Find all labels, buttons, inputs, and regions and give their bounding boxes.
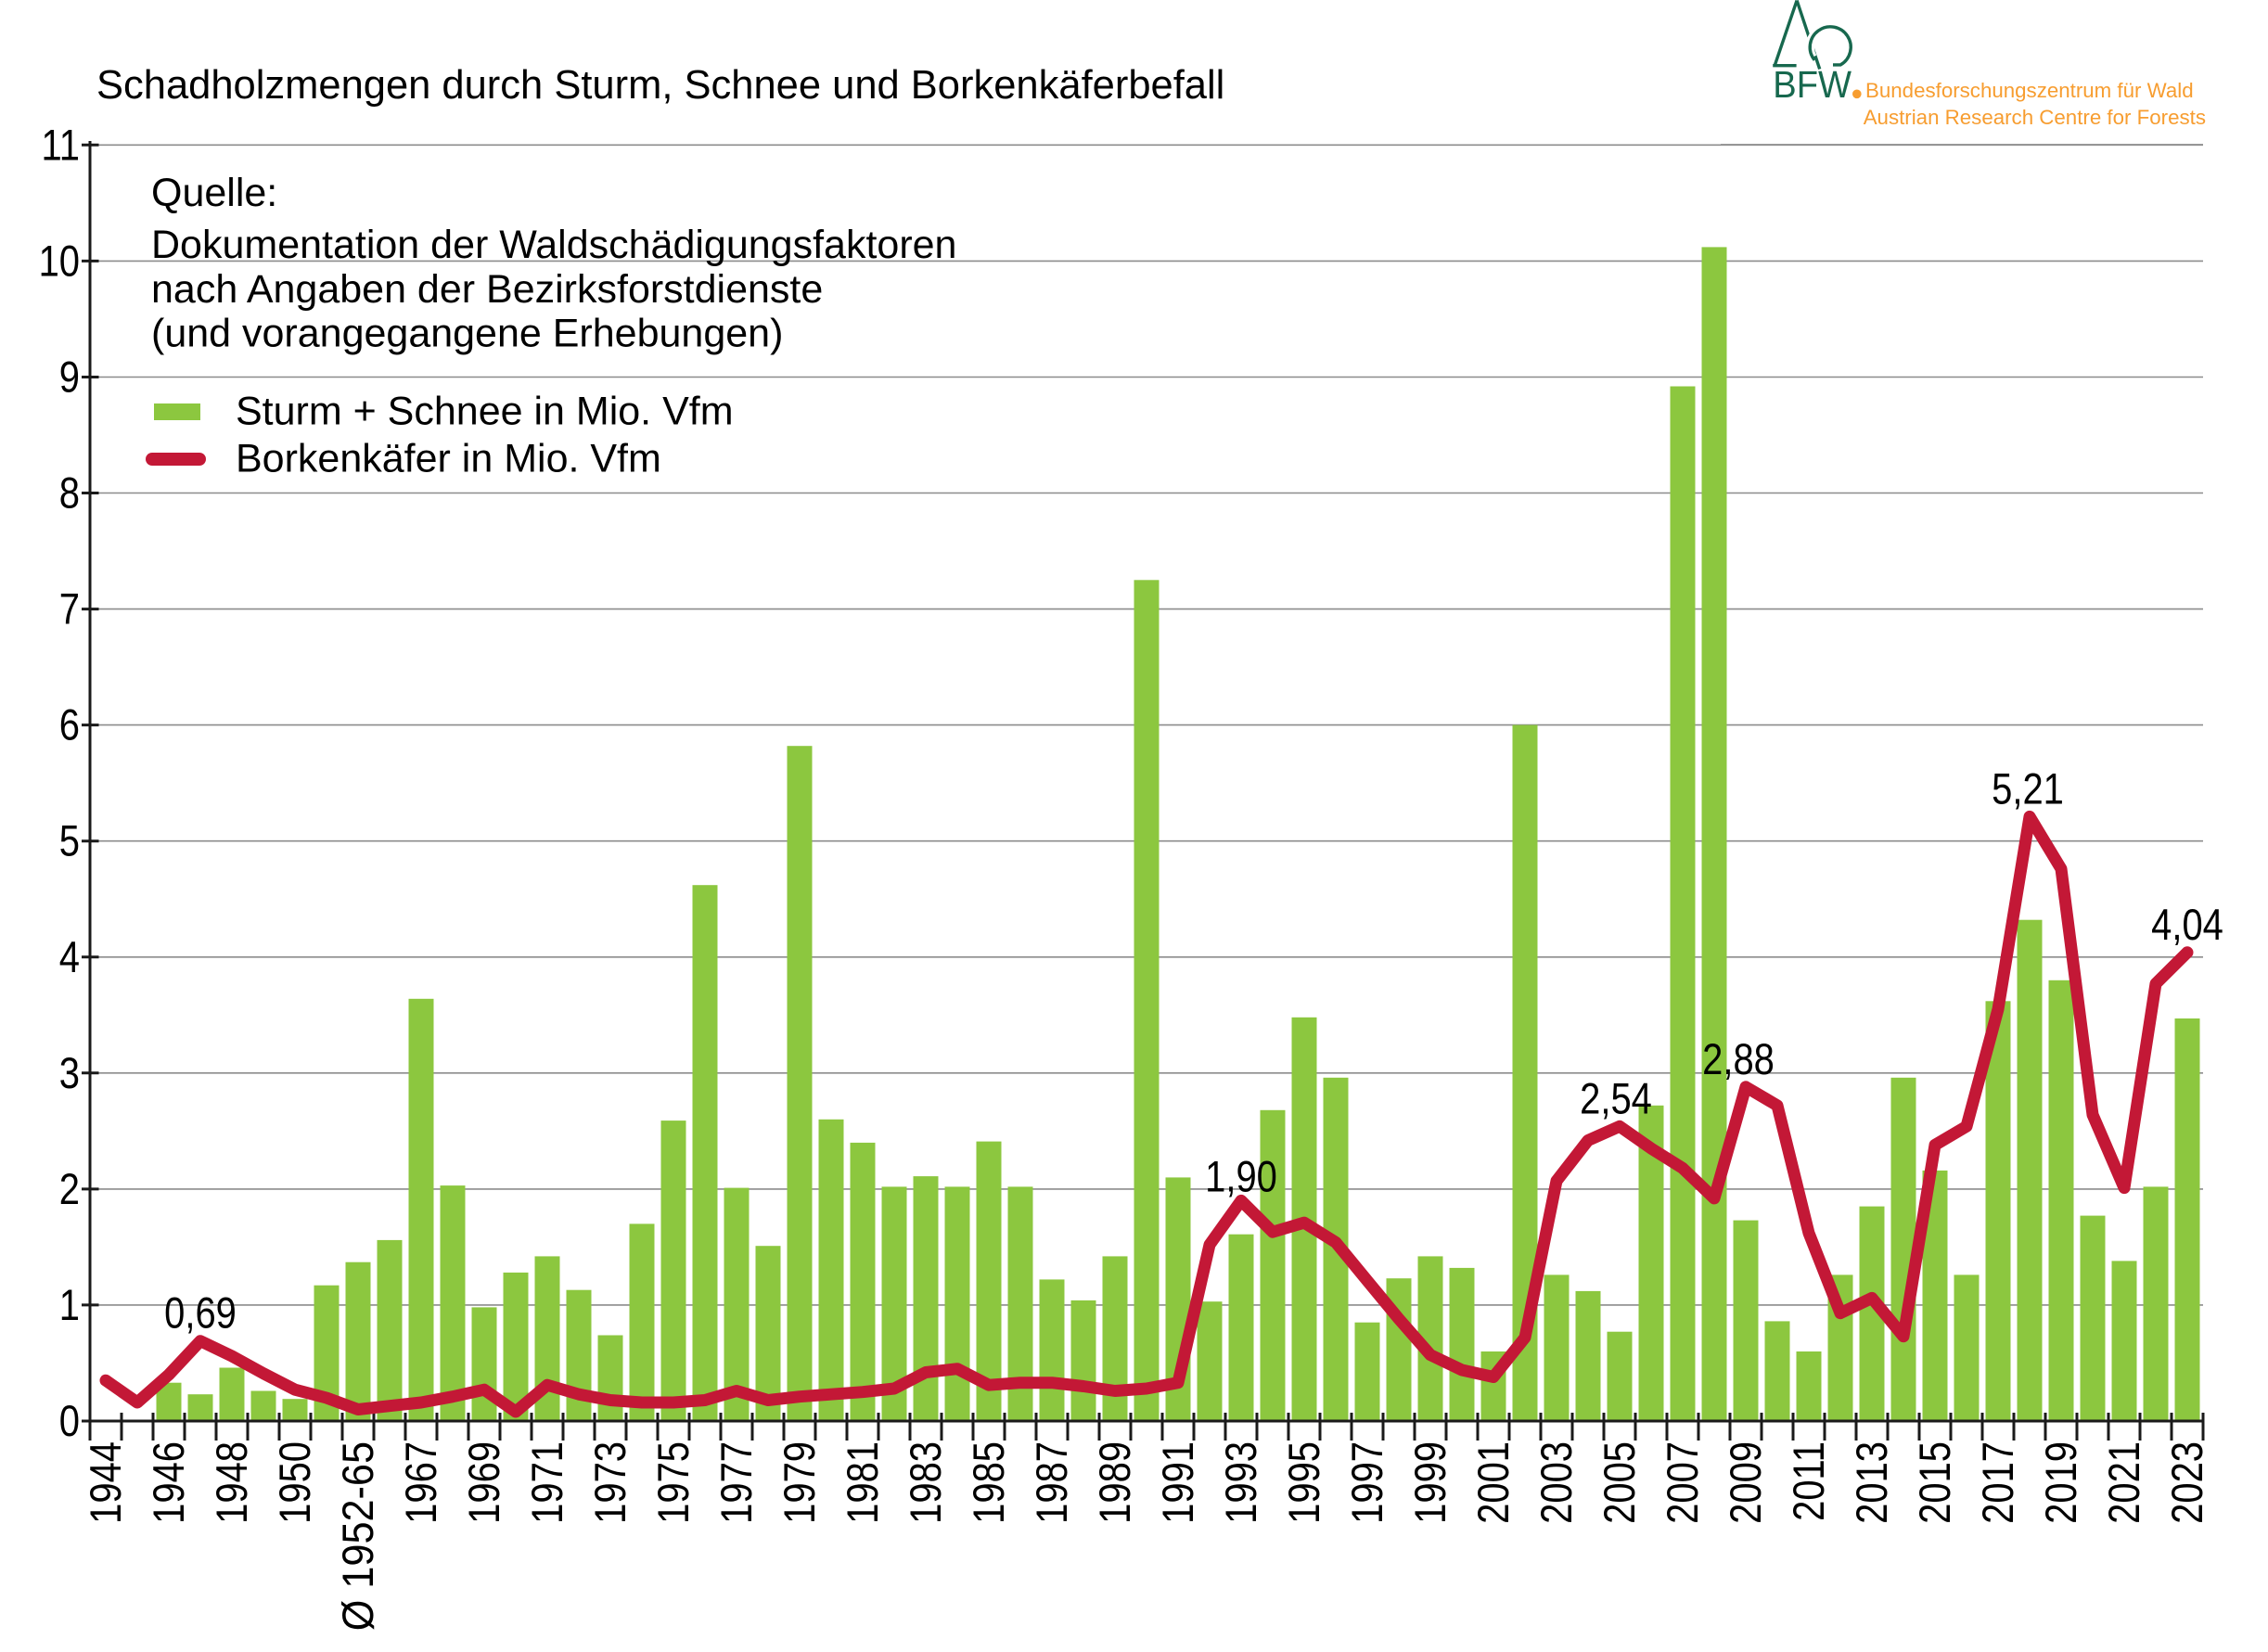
svg-text:5: 5 bbox=[59, 818, 80, 866]
svg-text:1: 1 bbox=[59, 1282, 80, 1330]
svg-text:Sturm + Schnee in Mio. Vfm: Sturm + Schnee in Mio. Vfm bbox=[236, 390, 734, 434]
svg-text:nach Angaben der Bezirksforstd: nach Angaben der Bezirksforstdienste bbox=[151, 267, 823, 312]
svg-text:5,21: 5,21 bbox=[1992, 765, 2064, 813]
svg-text:Borkenkäfer in Mio. Vfm: Borkenkäfer in Mio. Vfm bbox=[236, 437, 661, 481]
svg-text:1991: 1991 bbox=[1155, 1441, 1203, 1524]
svg-text:1946: 1946 bbox=[146, 1441, 194, 1524]
svg-text:2021: 2021 bbox=[2101, 1441, 2149, 1524]
svg-text:Quelle:: Quelle: bbox=[151, 171, 277, 215]
svg-text:1967: 1967 bbox=[398, 1441, 446, 1524]
svg-text:1971: 1971 bbox=[524, 1441, 572, 1524]
svg-text:1950: 1950 bbox=[272, 1441, 320, 1524]
svg-text:2007: 2007 bbox=[1659, 1441, 1708, 1524]
svg-text:10: 10 bbox=[39, 237, 80, 286]
svg-text:1987: 1987 bbox=[1029, 1441, 1077, 1524]
svg-text:Ø 1952-65: Ø 1952-65 bbox=[333, 1441, 382, 1631]
svg-text:2019: 2019 bbox=[2038, 1441, 2086, 1524]
svg-text:2017: 2017 bbox=[1975, 1441, 2023, 1524]
svg-text:2005: 2005 bbox=[1596, 1441, 1645, 1524]
svg-text:1983: 1983 bbox=[903, 1441, 951, 1524]
svg-text:0: 0 bbox=[59, 1398, 80, 1446]
svg-text:2: 2 bbox=[59, 1166, 80, 1214]
svg-text:1975: 1975 bbox=[650, 1441, 698, 1524]
svg-text:3: 3 bbox=[59, 1050, 80, 1098]
svg-text:Schadholzmengen durch Sturm, S: Schadholzmengen durch Sturm, Schnee und … bbox=[96, 63, 1224, 108]
svg-text:2001: 2001 bbox=[1470, 1441, 1518, 1524]
svg-text:1,90: 1,90 bbox=[1205, 1153, 1277, 1201]
svg-text:2009: 2009 bbox=[1723, 1441, 1771, 1524]
svg-text:4,04: 4,04 bbox=[2151, 902, 2223, 950]
svg-text:7: 7 bbox=[59, 586, 80, 634]
svg-text:1977: 1977 bbox=[713, 1441, 762, 1524]
svg-text:2003: 2003 bbox=[1533, 1441, 1582, 1524]
svg-text:(und vorangegangene Erhebungen: (und vorangegangene Erhebungen) bbox=[151, 312, 783, 356]
svg-text:1999: 1999 bbox=[1407, 1441, 1455, 1524]
svg-text:1985: 1985 bbox=[966, 1441, 1014, 1524]
svg-text:1993: 1993 bbox=[1218, 1441, 1266, 1524]
svg-text:6: 6 bbox=[59, 702, 80, 750]
svg-text:0,69: 0,69 bbox=[164, 1290, 237, 1338]
svg-text:8: 8 bbox=[59, 470, 80, 519]
svg-text:2023: 2023 bbox=[2164, 1441, 2212, 1524]
svg-text:4: 4 bbox=[59, 934, 80, 982]
svg-text:2011: 2011 bbox=[1786, 1441, 1834, 1521]
svg-text:1997: 1997 bbox=[1344, 1441, 1392, 1524]
svg-text:2,88: 2,88 bbox=[1702, 1036, 1775, 1084]
svg-text:1979: 1979 bbox=[776, 1441, 825, 1524]
svg-text:BFW: BFW bbox=[1773, 64, 1852, 107]
svg-text:1981: 1981 bbox=[839, 1441, 888, 1524]
svg-text:11: 11 bbox=[42, 122, 80, 170]
svg-text:1989: 1989 bbox=[1092, 1441, 1140, 1524]
svg-text:1948: 1948 bbox=[209, 1441, 257, 1524]
svg-text:Bundesforschungszentrum für Wa: Bundesforschungszentrum für Wald bbox=[1865, 79, 2194, 102]
svg-text:2015: 2015 bbox=[1912, 1441, 1960, 1524]
svg-text:Austrian Research Centre for F: Austrian Research Centre for Forests bbox=[1864, 106, 2206, 129]
svg-text:2,54: 2,54 bbox=[1580, 1075, 1652, 1123]
svg-text:1944: 1944 bbox=[83, 1441, 131, 1524]
svg-text:9: 9 bbox=[59, 354, 80, 403]
svg-text:1973: 1973 bbox=[587, 1441, 635, 1524]
svg-text:Dokumentation der Waldschädigu: Dokumentation der Waldschädigungsfaktore… bbox=[151, 223, 956, 267]
svg-text:1995: 1995 bbox=[1281, 1441, 1329, 1524]
svg-text:2013: 2013 bbox=[1849, 1441, 1897, 1524]
svg-text:1969: 1969 bbox=[461, 1441, 509, 1524]
